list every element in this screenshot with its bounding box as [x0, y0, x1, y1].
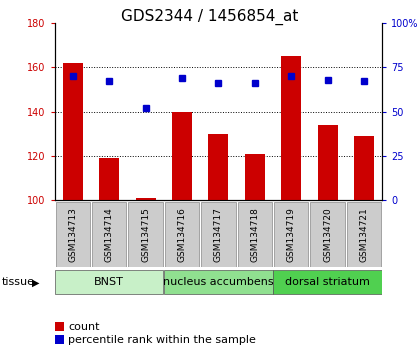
Text: nucleus accumbens: nucleus accumbens [163, 277, 274, 287]
Text: GSM134719: GSM134719 [287, 207, 296, 262]
Bar [164, 270, 273, 294]
Text: tissue: tissue [2, 277, 35, 287]
Bar [354, 136, 374, 200]
Bar [92, 202, 126, 267]
Text: GSM134720: GSM134720 [323, 207, 332, 262]
Text: ▶: ▶ [32, 277, 39, 287]
Text: GSM134715: GSM134715 [141, 207, 150, 262]
Text: GSM134721: GSM134721 [360, 207, 368, 262]
Bar [273, 270, 382, 294]
Bar [172, 112, 192, 200]
Text: GSM134718: GSM134718 [250, 207, 259, 262]
Bar [310, 202, 345, 267]
Bar [165, 202, 199, 267]
Bar [55, 335, 64, 344]
Bar [208, 133, 228, 200]
Bar [318, 125, 338, 200]
Text: GSM134714: GSM134714 [105, 207, 114, 262]
Text: count: count [68, 322, 100, 332]
Bar [63, 63, 83, 200]
Bar [274, 202, 308, 267]
Bar [281, 56, 301, 200]
Bar [129, 202, 163, 267]
Bar [347, 202, 381, 267]
Bar [55, 270, 163, 294]
Text: BNST: BNST [94, 277, 124, 287]
Text: dorsal striatum: dorsal striatum [285, 277, 370, 287]
Text: GSM134717: GSM134717 [214, 207, 223, 262]
Bar [56, 202, 90, 267]
Bar [55, 322, 64, 331]
Bar [238, 202, 272, 267]
Text: GSM134713: GSM134713 [68, 207, 77, 262]
Bar [99, 158, 119, 200]
Text: GDS2344 / 1456854_at: GDS2344 / 1456854_at [121, 9, 299, 25]
Text: percentile rank within the sample: percentile rank within the sample [68, 335, 256, 345]
Bar [136, 198, 155, 200]
Bar [201, 202, 236, 267]
Text: GSM134716: GSM134716 [178, 207, 186, 262]
Bar [245, 154, 265, 200]
